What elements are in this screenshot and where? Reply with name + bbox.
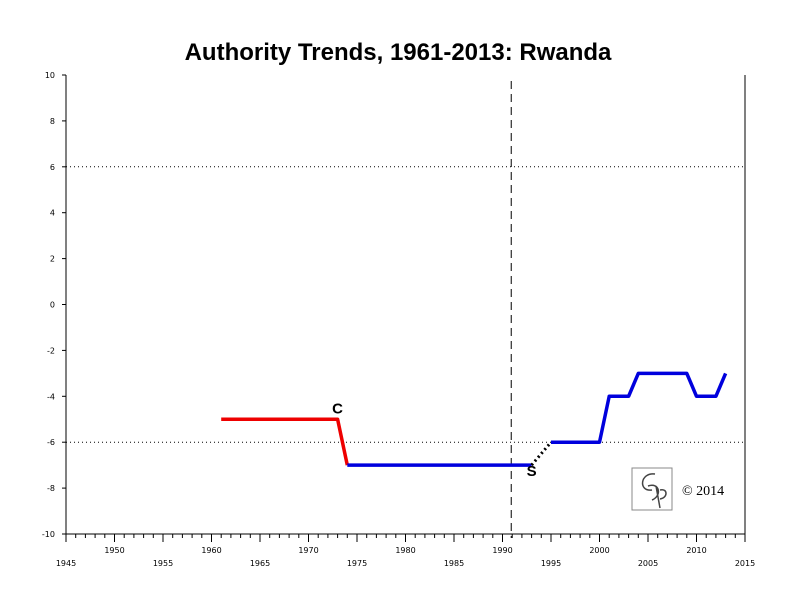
- x-ticks: 1945 1950 1955 1960 1965 1970 1975 1980 1985 1990…: [56, 534, 755, 568]
- copyright-text: © 2014: [682, 484, 724, 499]
- x-tick-label: 1945: [56, 559, 76, 568]
- x-tick-label: 1980: [395, 546, 415, 555]
- series-line-0: [221, 417, 350, 466]
- x-tick-label: 1955: [153, 559, 173, 568]
- y-tick-label: 10: [45, 71, 55, 80]
- y-tick-label: 2: [50, 255, 55, 264]
- x-tick-label: 1975: [347, 559, 367, 568]
- y-tick-label: 4: [50, 209, 55, 218]
- x-tick-label: 1970: [298, 546, 318, 555]
- logo-frame: [631, 467, 673, 511]
- x-tick-label: 1965: [250, 559, 270, 568]
- x-tick-label: 1960: [201, 546, 221, 555]
- y-tick-label: -10: [42, 530, 55, 539]
- reference-lines: [66, 81, 745, 538]
- series-group: [221, 371, 728, 467]
- x-tick-label: 1985: [444, 559, 464, 568]
- csp-logo-mark: [641, 473, 667, 509]
- chart-title: Authority Trends, 1961-2013: Rwanda: [185, 39, 612, 66]
- y-tick-label: -8: [47, 484, 55, 493]
- x-tick-label: 2005: [638, 559, 658, 568]
- x-tick-label: 2000: [589, 546, 609, 555]
- x-tick-label: 2015: [735, 559, 755, 568]
- series-line-3: [551, 371, 728, 444]
- marker-s: S: [527, 463, 537, 480]
- series-line-2: [530, 441, 553, 467]
- marker-c: C: [332, 400, 343, 417]
- x-tick-label: 1950: [104, 546, 124, 555]
- markers: CS: [332, 400, 536, 480]
- x-tick-label: 1995: [541, 559, 561, 568]
- y-ticks: 10 8 6 4 2 0 -2 -4 -6 -8 -10: [42, 71, 66, 539]
- x-tick-label: 2010: [686, 546, 706, 555]
- y-tick-label: 8: [50, 117, 55, 126]
- y-tick-label: -6: [47, 438, 55, 447]
- csp-logo: [631, 467, 673, 511]
- y-tick-label: 6: [50, 163, 55, 172]
- y-tick-label: -2: [47, 346, 55, 355]
- y-tick-label: 0: [50, 301, 55, 310]
- y-tick-label: -4: [47, 392, 55, 401]
- x-tick-label: 1990: [492, 546, 512, 555]
